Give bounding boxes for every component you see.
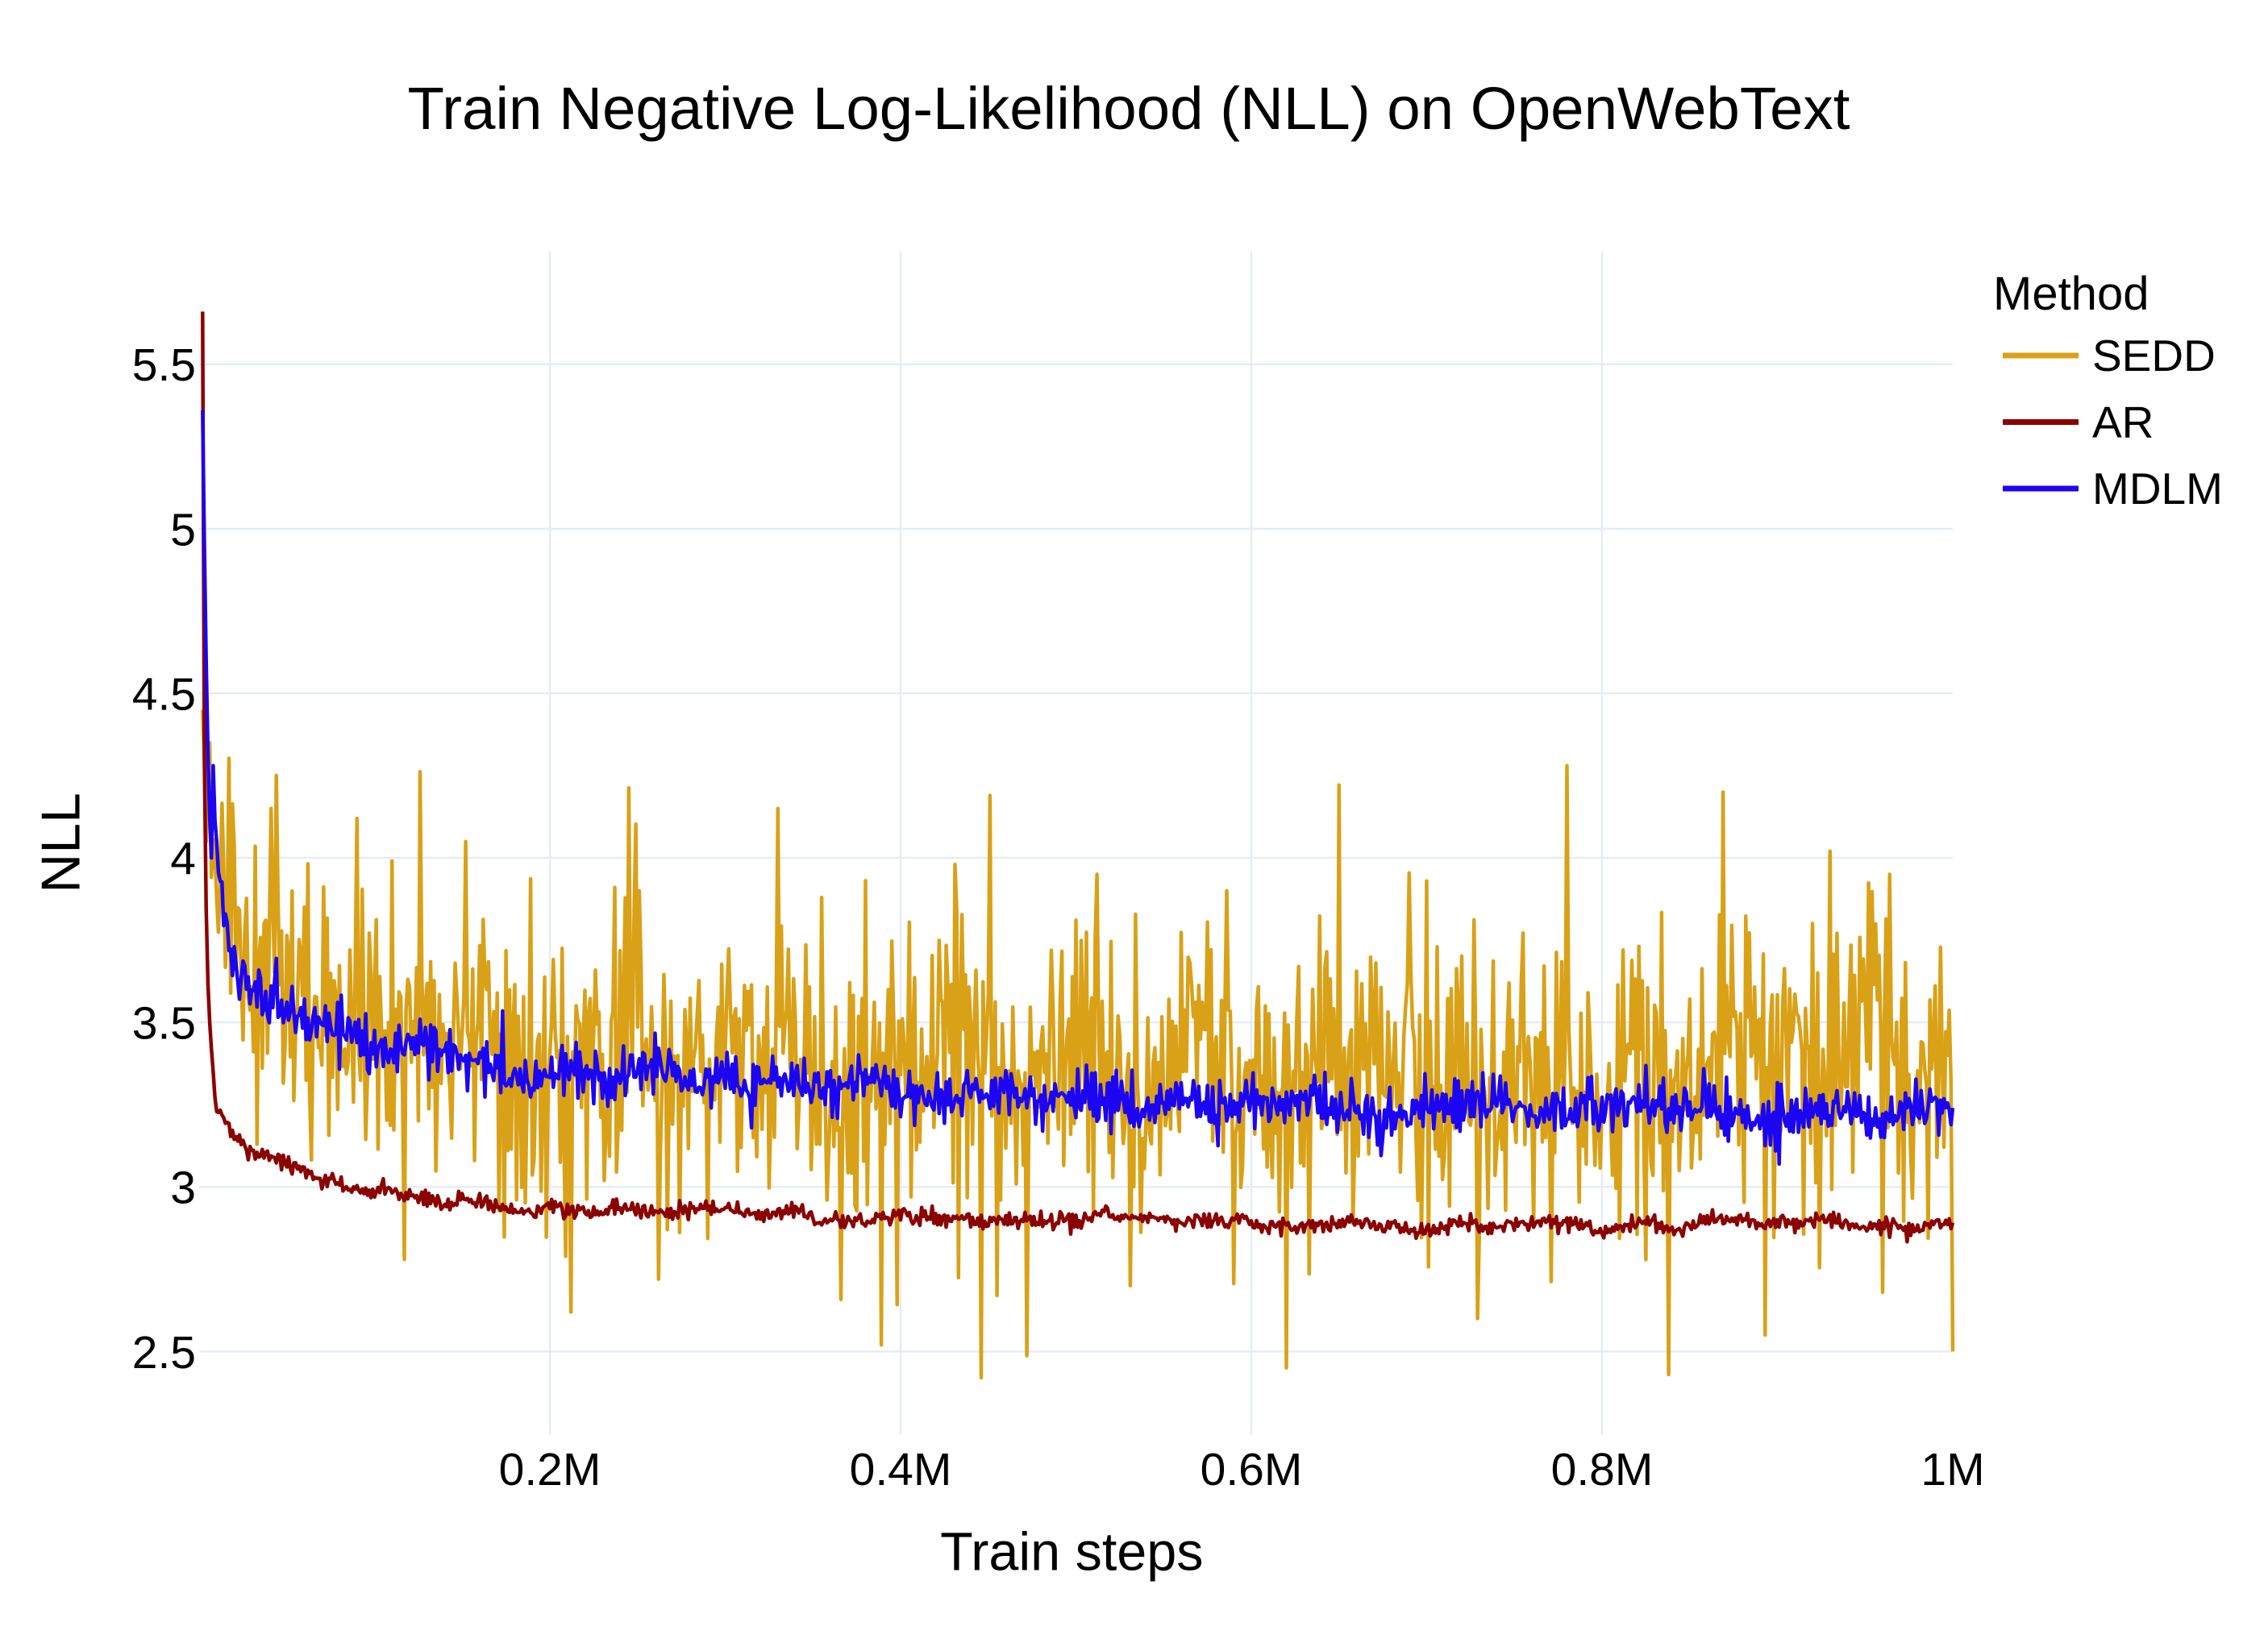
svg-text:4.5: 4.5 bbox=[132, 668, 196, 720]
svg-text:SEDD: SEDD bbox=[2092, 331, 2216, 381]
svg-text:Train steps: Train steps bbox=[940, 1523, 1203, 1583]
svg-text:3.5: 3.5 bbox=[132, 998, 196, 1050]
svg-text:0.4M: 0.4M bbox=[850, 1444, 952, 1495]
svg-text:5.5: 5.5 bbox=[132, 339, 196, 391]
svg-text:NLL: NLL bbox=[31, 792, 92, 893]
svg-text:MDLM: MDLM bbox=[2092, 464, 2223, 514]
svg-text:5: 5 bbox=[170, 504, 196, 555]
svg-text:4: 4 bbox=[170, 834, 196, 885]
svg-text:0.6M: 0.6M bbox=[1201, 1444, 1303, 1495]
svg-text:0.8M: 0.8M bbox=[1551, 1444, 1654, 1495]
svg-text:1M: 1M bbox=[1921, 1444, 1984, 1495]
svg-text:3: 3 bbox=[170, 1163, 196, 1214]
svg-text:AR: AR bbox=[2092, 397, 2154, 447]
svg-text:2.5: 2.5 bbox=[132, 1327, 196, 1379]
svg-text:0.2M: 0.2M bbox=[499, 1444, 601, 1495]
svg-text:Train Negative Log-Likelihood: Train Negative Log-Likelihood (NLL) on O… bbox=[408, 75, 1850, 142]
svg-text:Method: Method bbox=[1993, 268, 2149, 320]
